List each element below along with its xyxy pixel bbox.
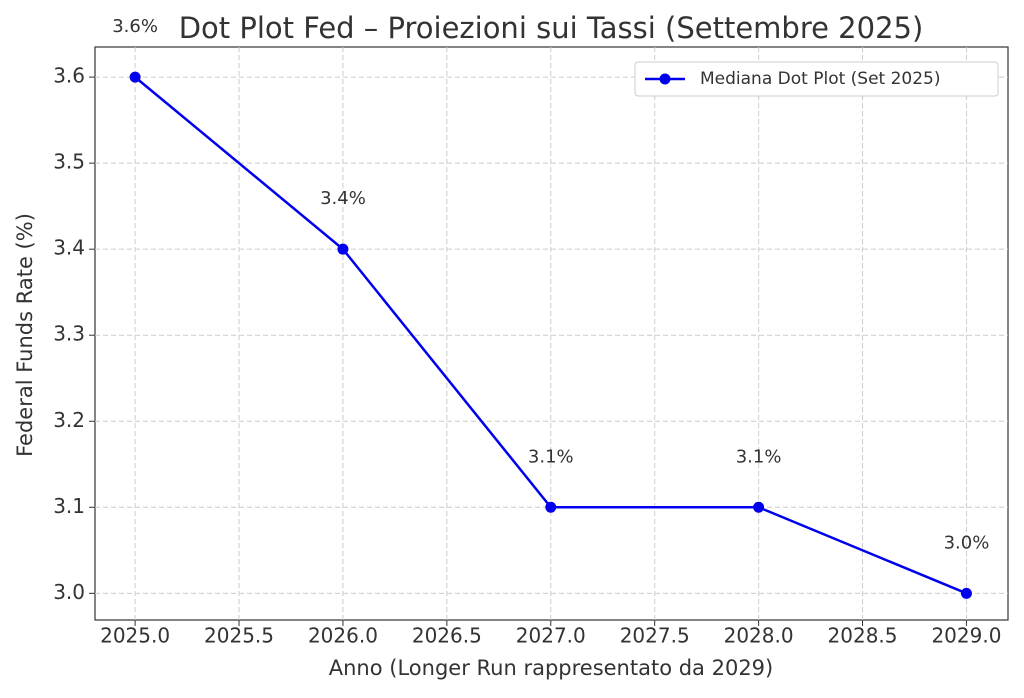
data-label: 3.1% [736, 446, 782, 467]
y-tick-label: 3.6 [53, 64, 85, 88]
x-tick-label: 2028.0 [724, 624, 794, 648]
plot-frame [94, 46, 1009, 621]
y-tick-label: 3.3 [53, 322, 85, 346]
y-tick-label: 3.2 [53, 408, 85, 432]
x-tick-label: 2026.5 [412, 624, 482, 648]
legend-box [634, 61, 999, 97]
x-axis-label: Anno (Longer Run rappresentato da 2029) [329, 656, 774, 680]
y-axis-label: Federal Funds Rate (%) [13, 213, 37, 457]
point [337, 243, 349, 255]
data-label: 3.4% [320, 188, 366, 209]
y-tick-label: 3.1 [53, 494, 85, 518]
x-tick-label: 2026.0 [308, 624, 378, 648]
x-tick-label: 2027.0 [516, 624, 586, 648]
point [545, 501, 557, 513]
x-tick-label: 2025.5 [204, 624, 274, 648]
x-tick-label: 2028.5 [828, 624, 898, 648]
chart-title: Dot Plot Fed – Proiezioni sui Tassi (Set… [179, 11, 924, 45]
data-label: 3.6% [112, 16, 158, 37]
point [129, 71, 141, 83]
x-tick-label: 2025.0 [100, 624, 170, 648]
point [960, 587, 972, 599]
x-tick-label: 2029.0 [931, 624, 1001, 648]
data-label: 3.1% [528, 446, 574, 467]
y-tick-label: 3.4 [53, 236, 85, 260]
y-tick-label: 3.5 [53, 150, 85, 174]
legend-marker [659, 73, 671, 85]
y-tick-label: 3.0 [53, 580, 85, 604]
legend-label: Mediana Dot Plot (Set 2025) [700, 69, 941, 89]
x-tick-label: 2027.5 [620, 624, 690, 648]
point [753, 501, 765, 513]
data-label: 3.0% [944, 532, 990, 553]
